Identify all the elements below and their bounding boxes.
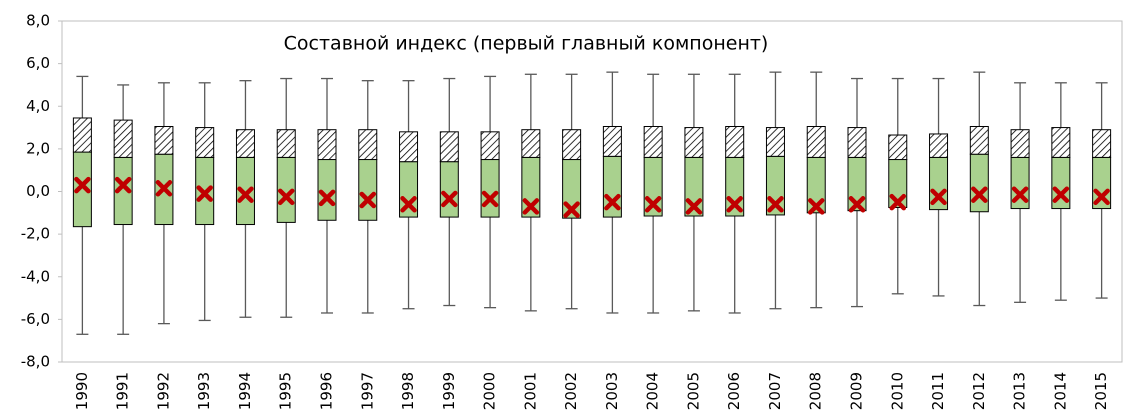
x-tick-label: 2000 xyxy=(481,372,499,410)
mean-marker xyxy=(604,193,621,211)
box-lower xyxy=(439,161,459,218)
mean-marker xyxy=(522,198,540,215)
x-tick-label: 1991 xyxy=(114,372,132,410)
y-tick-label: 2,0 xyxy=(26,139,50,157)
box-upper xyxy=(399,131,419,163)
box-lower xyxy=(969,153,989,213)
box-upper xyxy=(1051,127,1071,158)
x-tick-label: 1993 xyxy=(195,372,213,410)
box-upper xyxy=(439,131,459,163)
x-tick-label: 1996 xyxy=(318,372,336,410)
x-tick-label: 1995 xyxy=(277,372,295,410)
box-upper xyxy=(643,125,663,158)
mean-marker xyxy=(563,201,580,218)
box-upper xyxy=(562,129,582,161)
box-upper xyxy=(113,119,133,158)
mean-marker xyxy=(400,196,417,213)
mean-marker xyxy=(1093,188,1110,206)
x-tick-label: 2010 xyxy=(888,372,906,410)
box-upper xyxy=(806,125,826,158)
y-tick-label: -6,0 xyxy=(21,310,50,328)
mean-marker xyxy=(359,191,377,209)
box-lower xyxy=(358,159,378,221)
mean-marker xyxy=(114,176,132,194)
mean-marker xyxy=(155,180,173,197)
box-upper xyxy=(1092,129,1112,158)
box-upper xyxy=(929,133,949,158)
x-tick-label: 1998 xyxy=(399,372,417,410)
x-tick-label: 2003 xyxy=(603,372,621,410)
x-tick-label: 2005 xyxy=(684,372,702,410)
box-upper xyxy=(358,129,378,161)
box-upper xyxy=(195,127,215,158)
mean-marker xyxy=(277,188,295,206)
box-upper xyxy=(888,134,908,161)
x-tick-label: 2006 xyxy=(725,372,743,410)
x-tick-label: 1999 xyxy=(440,372,458,410)
x-tick-label: 1994 xyxy=(236,372,254,410)
x-tick-label: 2012 xyxy=(970,372,988,410)
mean-marker xyxy=(318,189,336,207)
mean-marker xyxy=(930,188,947,206)
x-tick-label: 2013 xyxy=(1011,372,1029,410)
box-upper xyxy=(765,127,785,157)
mean-marker xyxy=(1011,186,1029,203)
x-tick-label: 2011 xyxy=(929,372,947,410)
y-tick-label: 8,0 xyxy=(26,12,50,30)
mean-marker xyxy=(726,196,743,213)
mean-marker xyxy=(848,196,866,213)
mean-marker xyxy=(807,198,825,215)
mean-marker xyxy=(971,186,988,203)
y-tick-label: -8,0 xyxy=(21,353,50,371)
x-tick-label: 2015 xyxy=(1092,372,1110,410)
box-upper xyxy=(72,117,92,153)
mean-marker xyxy=(644,196,662,213)
x-tick-label: 2004 xyxy=(644,372,662,410)
plot-area xyxy=(61,20,1123,363)
y-tick-label: 6,0 xyxy=(26,54,50,72)
x-tick-label: 1990 xyxy=(73,372,91,410)
mean-marker xyxy=(889,193,907,211)
box-upper xyxy=(154,125,174,155)
x-tick-label: 2009 xyxy=(848,372,866,410)
mean-marker xyxy=(1052,186,1070,203)
x-tick-label: 2014 xyxy=(1051,372,1069,410)
box-upper xyxy=(317,129,337,161)
y-tick-label: -2,0 xyxy=(21,225,50,243)
box-upper xyxy=(969,125,989,155)
mean-marker xyxy=(481,190,499,208)
box-lower xyxy=(480,159,500,218)
box-upper xyxy=(602,125,622,157)
x-tick-label: 2002 xyxy=(562,372,580,410)
box-upper xyxy=(521,129,541,158)
y-tick-label: 0,0 xyxy=(26,182,50,200)
mean-marker xyxy=(237,186,254,203)
x-tick-label: 1992 xyxy=(154,372,172,410)
x-tick-label: 2001 xyxy=(521,372,539,410)
mean-marker xyxy=(441,190,458,208)
x-tick-label: 2007 xyxy=(766,372,784,410)
mean-marker xyxy=(685,198,703,215)
box-upper xyxy=(480,131,500,161)
box-upper xyxy=(276,129,296,158)
box-upper xyxy=(725,125,745,158)
x-tick-label: 2008 xyxy=(807,372,825,410)
box-upper xyxy=(847,127,867,158)
box-upper xyxy=(235,129,255,158)
y-tick-label: 4,0 xyxy=(26,97,50,115)
box-upper xyxy=(684,127,704,158)
mean-marker xyxy=(767,196,784,213)
x-tick-label: 1997 xyxy=(358,372,376,410)
mean-marker xyxy=(196,185,213,202)
chart-title: Составной индекс (первый главный компоне… xyxy=(284,33,769,55)
y-tick-label: -4,0 xyxy=(21,267,50,285)
mean-marker xyxy=(74,176,91,194)
box-upper xyxy=(1010,129,1030,158)
